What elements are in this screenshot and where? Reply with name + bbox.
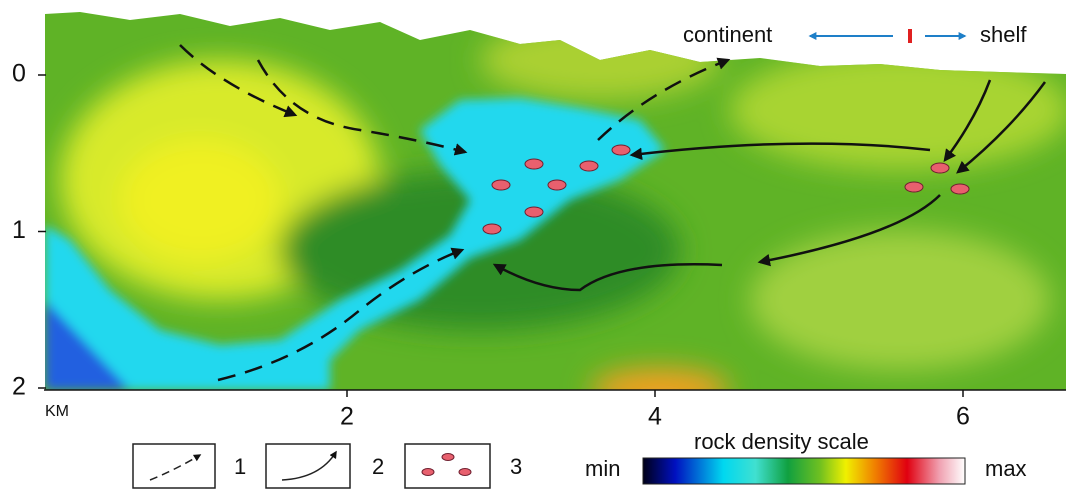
x-tick-label: 6 <box>956 403 970 431</box>
y-tick-label: 2 <box>12 373 26 401</box>
high-density-patch <box>120 140 280 260</box>
legend-label: 2 <box>372 454 384 479</box>
legend-marker <box>422 469 434 476</box>
marker <box>951 184 969 194</box>
scale-max: max <box>985 456 1027 481</box>
shelf-label: shelf <box>980 22 1027 47</box>
legend <box>133 444 490 488</box>
legend-box <box>405 444 490 488</box>
x-unit: KM <box>45 403 69 420</box>
density-color-bar <box>643 458 965 484</box>
y-tick-label: 0 <box>12 60 26 88</box>
marker <box>483 224 501 234</box>
marker <box>931 163 949 173</box>
legend-box <box>133 444 215 488</box>
legend-label: 3 <box>510 454 522 479</box>
page: continent shelf KM 012246 1 2 3 rock den… <box>0 0 1066 491</box>
y-tick-label: 1 <box>12 216 26 244</box>
legend-dashed-arrow <box>150 455 200 480</box>
marker <box>492 180 510 190</box>
continent-label: continent <box>683 22 772 47</box>
legend-box <box>266 444 350 488</box>
marker <box>612 145 630 155</box>
marker <box>525 159 543 169</box>
legend-solid-arrow <box>282 452 336 480</box>
marker <box>580 161 598 171</box>
x-tick-label: 2 <box>340 403 354 431</box>
marker <box>905 182 923 192</box>
legend-marker <box>442 454 454 461</box>
scale-min: min <box>585 456 620 481</box>
density-section <box>45 0 1066 412</box>
high-density-patch <box>730 50 1066 170</box>
legend-label: 1 <box>234 454 246 479</box>
x-tick-label: 4 <box>648 403 662 431</box>
marker <box>548 180 566 190</box>
marker <box>525 207 543 217</box>
legend-marker <box>459 469 471 476</box>
figure: continent shelf KM 012246 1 2 3 rock den… <box>0 0 1066 491</box>
high-density-patch <box>750 230 1050 370</box>
scale-title: rock density scale <box>694 429 869 454</box>
divider <box>908 29 912 43</box>
